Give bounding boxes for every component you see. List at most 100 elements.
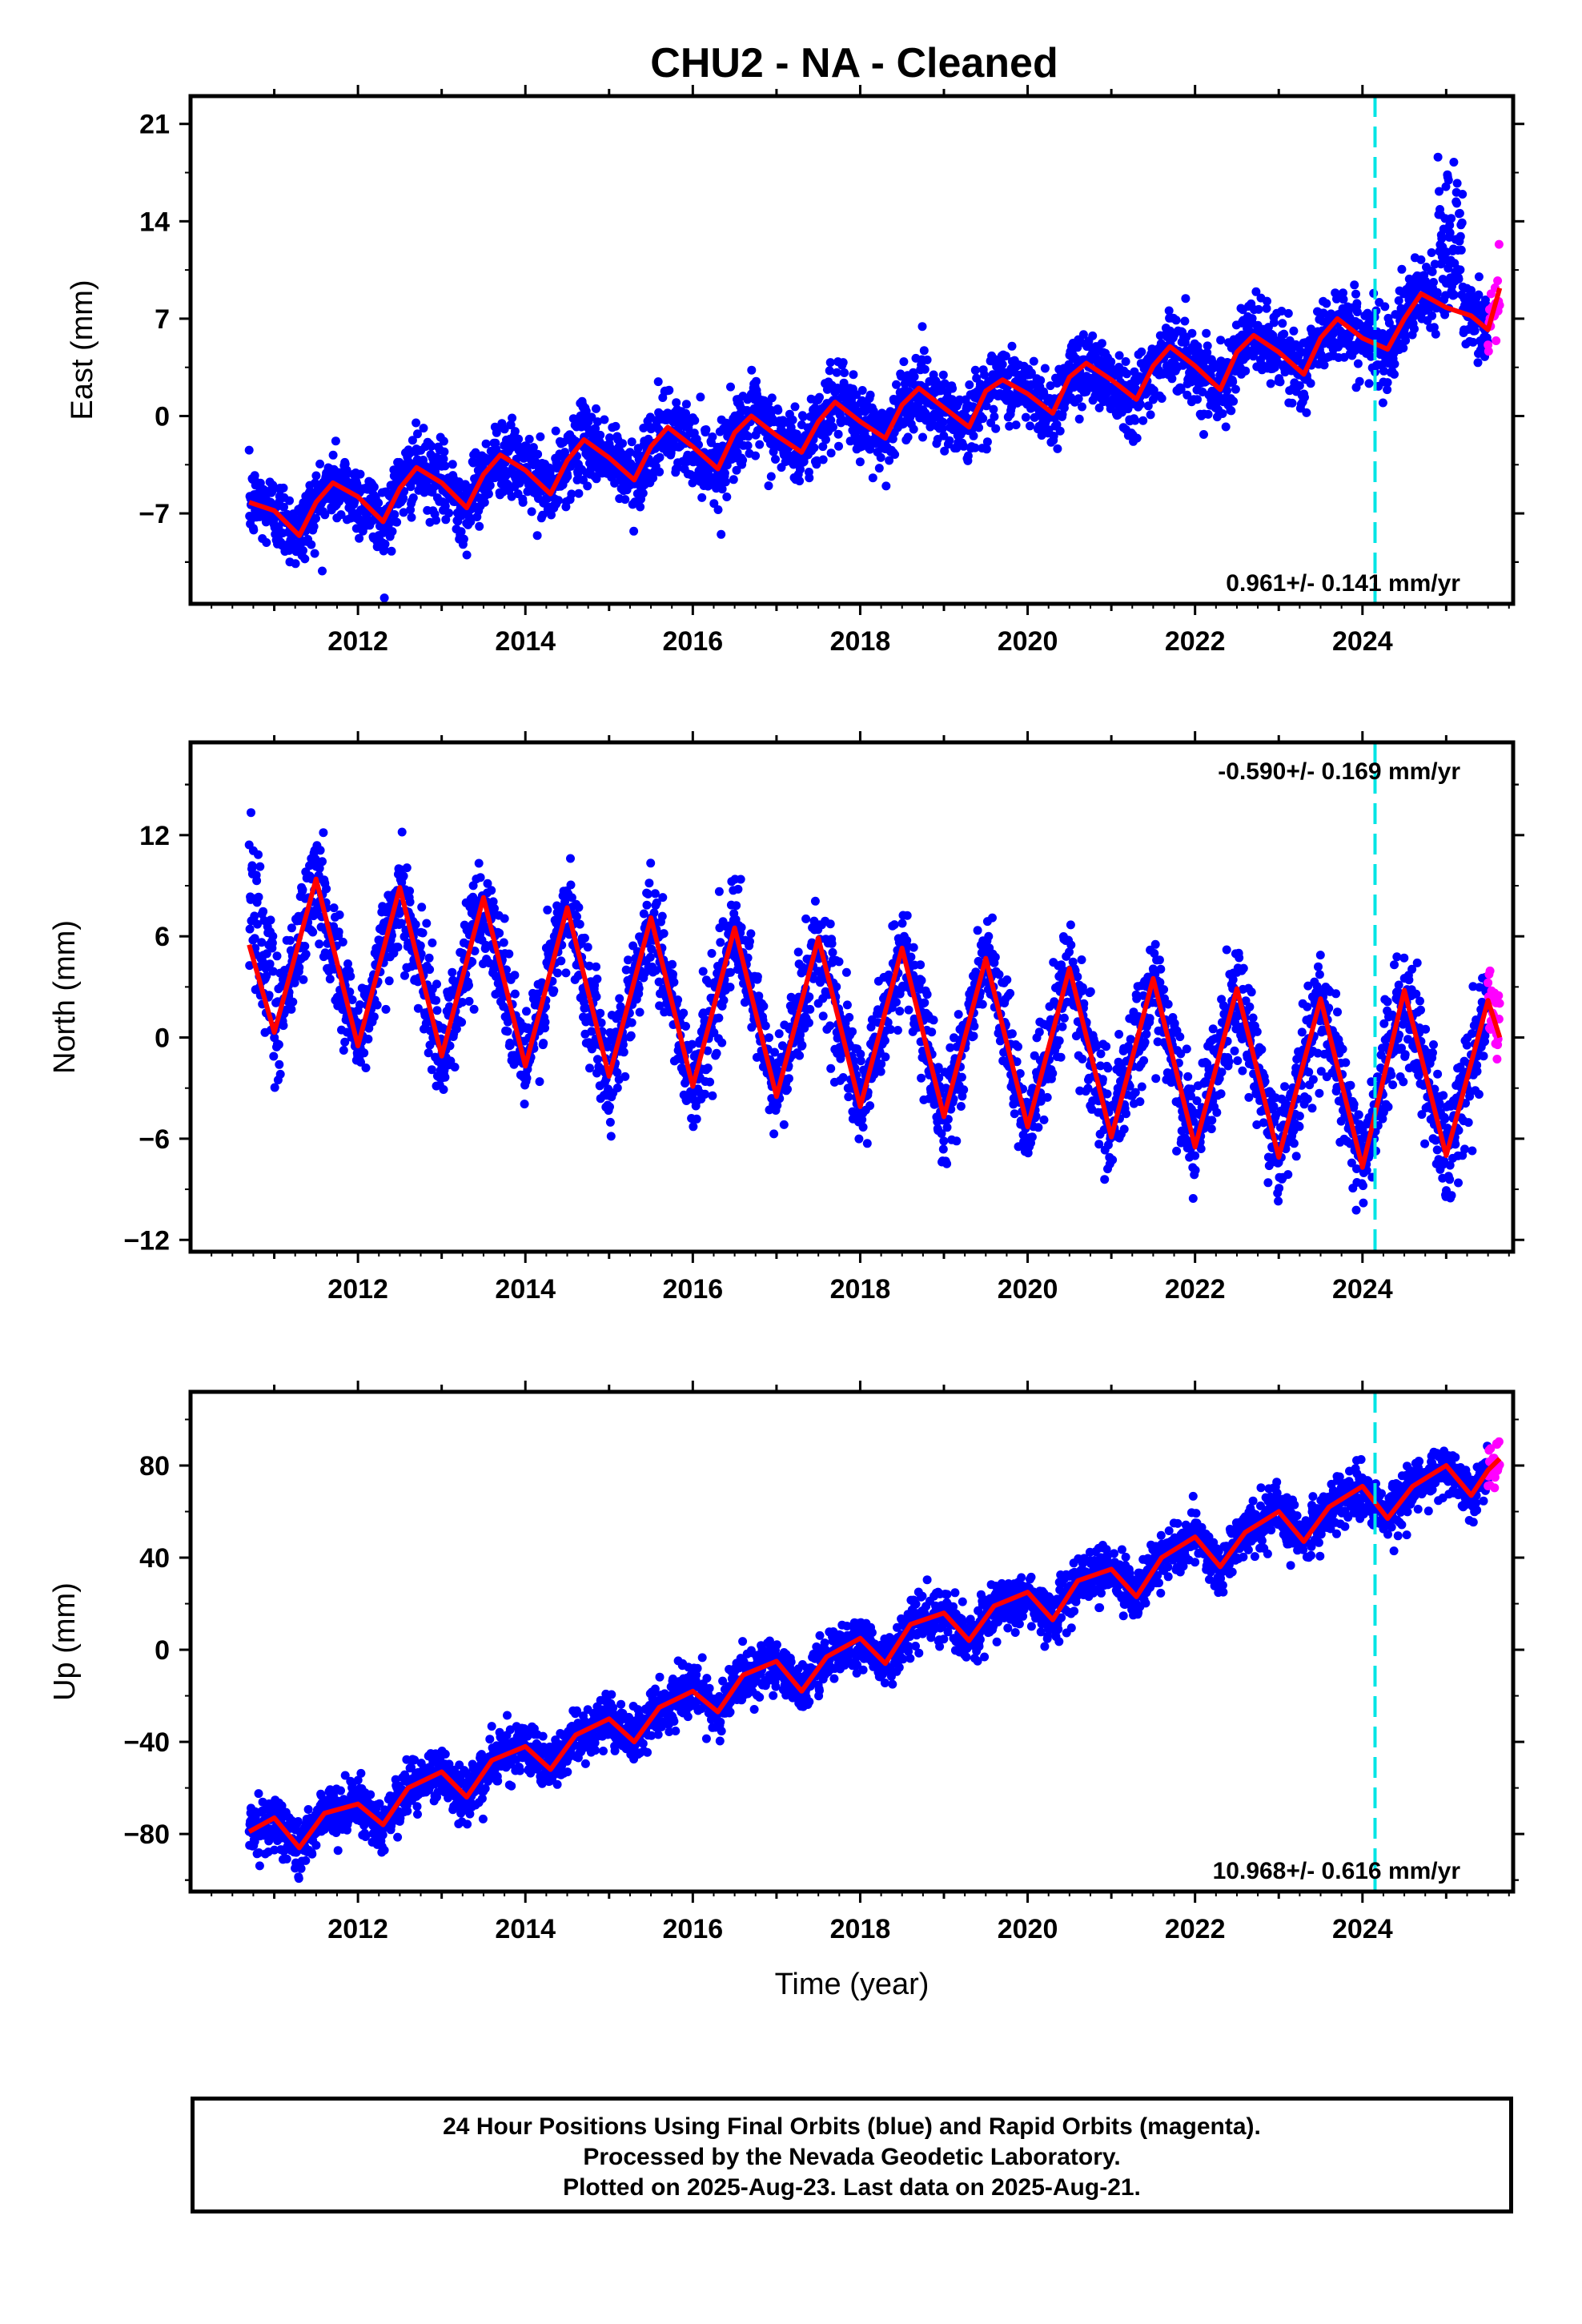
data-point <box>610 478 620 488</box>
data-point <box>698 967 708 976</box>
data-point <box>804 1018 813 1027</box>
data-point <box>268 967 278 976</box>
data-point <box>335 910 344 919</box>
data-point <box>1456 231 1465 241</box>
data-point <box>821 435 830 444</box>
data-point <box>1171 316 1181 325</box>
data-point <box>1432 287 1442 297</box>
data-point <box>285 496 294 505</box>
data-point <box>754 991 764 1001</box>
data-point <box>318 566 327 576</box>
final-orbit-points <box>244 152 1492 603</box>
data-point <box>311 513 320 523</box>
data-point <box>336 510 346 520</box>
data-point <box>618 439 627 448</box>
data-point <box>672 398 681 408</box>
data-point <box>279 483 288 493</box>
data-point <box>809 974 818 983</box>
data-point <box>621 965 631 975</box>
data-point <box>737 923 746 932</box>
data-point <box>439 1085 448 1094</box>
data-point <box>1122 369 1131 379</box>
data-point <box>1005 421 1014 431</box>
data-point <box>626 1031 636 1040</box>
data-point <box>380 539 390 549</box>
data-point <box>1401 336 1411 345</box>
data-point <box>1138 416 1148 425</box>
data-point <box>475 521 484 531</box>
data-point <box>399 871 408 881</box>
data-point <box>484 959 494 967</box>
data-point <box>970 443 980 452</box>
data-point <box>650 889 660 899</box>
x-tick-label: 2020 <box>998 626 1058 657</box>
data-point <box>1394 296 1403 305</box>
data-point <box>1468 337 1478 347</box>
data-point <box>696 392 705 402</box>
data-point <box>707 949 717 958</box>
data-point <box>697 493 707 502</box>
data-point <box>1231 384 1240 394</box>
data-point <box>1429 278 1438 287</box>
data-point <box>572 912 581 922</box>
data-point <box>1454 274 1464 283</box>
data-point <box>726 382 735 392</box>
data-point <box>379 593 389 603</box>
data-point <box>350 497 359 506</box>
data-point <box>673 995 683 1004</box>
data-point <box>254 850 263 859</box>
data-point <box>466 517 476 526</box>
data-point <box>1458 190 1468 199</box>
data-point <box>659 929 669 939</box>
data-point <box>499 938 508 947</box>
data-point <box>1143 401 1153 411</box>
data-point <box>679 1008 689 1018</box>
data-point <box>948 384 958 393</box>
data-point <box>295 963 304 972</box>
data-point <box>439 454 448 464</box>
data-point <box>361 1063 371 1072</box>
data-point <box>1353 359 1363 368</box>
y-tick-label: 14 <box>139 207 170 237</box>
data-point <box>1121 357 1130 366</box>
plot-frame <box>188 94 1516 606</box>
data-point <box>540 1017 550 1027</box>
data-point <box>522 1073 532 1083</box>
data-point <box>747 365 757 375</box>
data-point <box>287 923 296 933</box>
data-point <box>752 376 761 386</box>
data-point <box>1074 394 1083 404</box>
data-point <box>459 534 468 544</box>
data-point <box>1452 179 1462 188</box>
data-point <box>865 444 875 454</box>
data-point <box>536 432 545 441</box>
data-point <box>636 502 645 512</box>
data-point <box>1399 344 1408 353</box>
data-point <box>732 465 741 475</box>
data-point <box>592 417 602 427</box>
y-axis-label: East (mm) <box>66 279 99 420</box>
data-point <box>411 920 420 929</box>
data-point <box>963 451 973 460</box>
data-point <box>300 942 310 951</box>
data-point <box>716 938 725 947</box>
data-point <box>268 480 278 490</box>
data-point <box>611 421 620 431</box>
data-point <box>395 457 404 467</box>
data-point <box>1203 348 1212 357</box>
data-point <box>805 992 814 1002</box>
data-point <box>393 943 403 952</box>
data-point <box>419 424 428 433</box>
data-point <box>549 986 559 995</box>
data-point <box>363 1035 373 1043</box>
data-point <box>458 998 467 1007</box>
data-point <box>286 935 295 945</box>
data-point <box>1157 394 1166 403</box>
data-point <box>1416 255 1426 264</box>
data-point <box>1223 386 1232 396</box>
data-point <box>642 900 652 910</box>
data-point <box>412 418 421 428</box>
data-point <box>1026 368 1036 378</box>
data-point <box>1269 318 1279 328</box>
data-point <box>1297 348 1307 357</box>
